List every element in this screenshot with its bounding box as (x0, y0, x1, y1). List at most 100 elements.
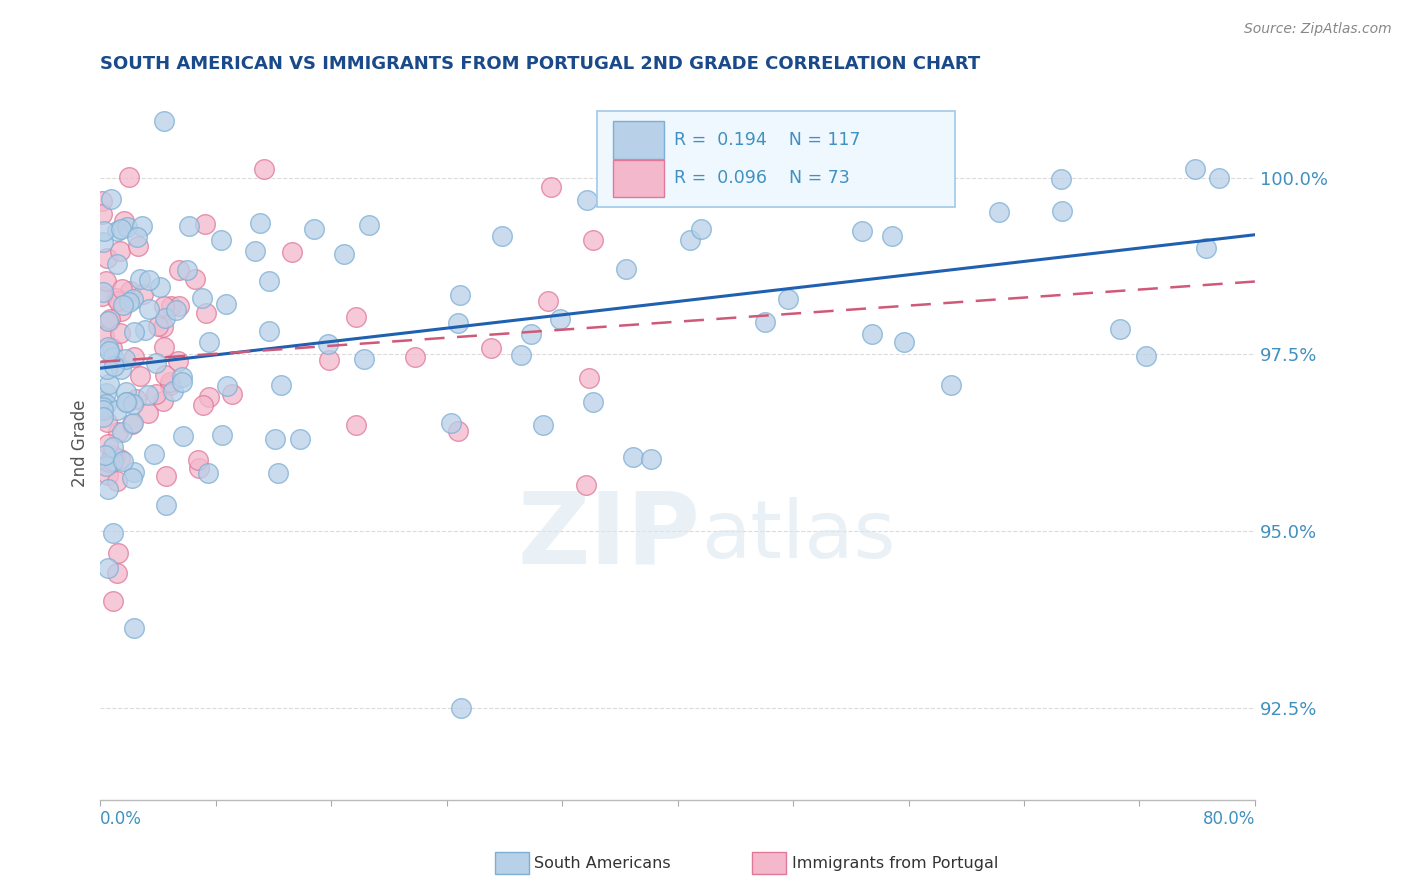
Point (110, 304, 132, 318)
Point (614, 262, 637, 277)
Point (112, 214, 135, 228)
Point (198, 334, 221, 349)
Point (127, 239, 149, 253)
Point (302, 222, 325, 236)
Point (98, 312, 121, 326)
Point (115, 394, 138, 409)
Point (124, 465, 146, 479)
Point (257, 324, 280, 338)
Point (754, 315, 776, 329)
Point (449, 288, 471, 302)
Point (107, 294, 129, 309)
Point (1109, 322, 1132, 336)
Point (450, 701, 472, 715)
Point (97, 343, 120, 358)
Point (621, 450, 644, 465)
Point (121, 416, 143, 430)
Point (96, 274, 118, 288)
Point (96, 415, 118, 429)
Point (939, 378, 962, 392)
Point (548, 311, 571, 326)
Point (121, 417, 143, 431)
Point (198, 390, 221, 404)
Point (537, 293, 560, 308)
Point (531, 417, 554, 432)
Point (107, 546, 129, 560)
Point (97, 455, 120, 469)
Point (131, 219, 153, 233)
Point (105, 403, 128, 417)
Point (91, 206, 114, 220)
Point (153, 340, 176, 354)
Point (860, 327, 883, 342)
Point (138, 302, 160, 317)
Point (776, 292, 799, 306)
Point (344, 310, 367, 325)
Text: R =  0.194    N = 117: R = 0.194 N = 117 (673, 131, 860, 149)
Point (440, 417, 463, 431)
Point (91, 403, 114, 417)
Point (125, 229, 148, 244)
Point (108, 244, 131, 258)
Point (128, 271, 150, 285)
Point (105, 566, 128, 581)
Point (447, 424, 470, 438)
Point (122, 292, 145, 306)
Point (851, 224, 873, 238)
Point (112, 454, 135, 468)
Point (104, 291, 127, 305)
Point (1135, 350, 1157, 364)
Point (101, 341, 124, 355)
Point (404, 351, 426, 365)
Point (187, 453, 209, 467)
Point (104, 450, 127, 465)
Point (209, 233, 232, 247)
Bar (495, 852, 529, 874)
Point (318, 353, 340, 368)
Point (112, 298, 135, 312)
Point (679, 233, 702, 247)
Point (582, 394, 605, 409)
Point (115, 384, 138, 399)
Point (149, 280, 172, 294)
Point (167, 353, 190, 368)
Point (519, 326, 541, 341)
Point (101, 594, 124, 608)
Point (1184, 161, 1206, 176)
Point (176, 262, 198, 277)
Point (1049, 172, 1071, 186)
Point (215, 379, 238, 393)
Point (357, 218, 380, 232)
Point (479, 341, 502, 355)
Point (221, 387, 243, 401)
Point (257, 274, 280, 288)
Point (118, 284, 141, 298)
Point (290, 432, 312, 446)
Point (153, 299, 176, 313)
Point (159, 376, 181, 390)
Point (270, 377, 292, 392)
Point (107, 425, 129, 440)
Point (155, 498, 177, 512)
Point (510, 348, 533, 362)
Point (640, 452, 662, 467)
Point (491, 229, 513, 244)
Point (91, 410, 114, 425)
Point (264, 432, 287, 446)
Point (267, 467, 290, 481)
Point (169, 263, 191, 277)
Text: R =  0.096    N = 73: R = 0.096 N = 73 (673, 169, 849, 187)
Point (893, 335, 915, 350)
Point (136, 388, 159, 402)
Point (446, 316, 468, 330)
Point (540, 180, 562, 194)
Point (155, 368, 177, 382)
Point (128, 368, 150, 383)
Point (105, 474, 128, 488)
Point (91, 235, 114, 250)
Point (136, 406, 159, 420)
Point (211, 427, 233, 442)
Point (143, 447, 166, 461)
Point (110, 326, 132, 340)
Point (190, 291, 212, 305)
